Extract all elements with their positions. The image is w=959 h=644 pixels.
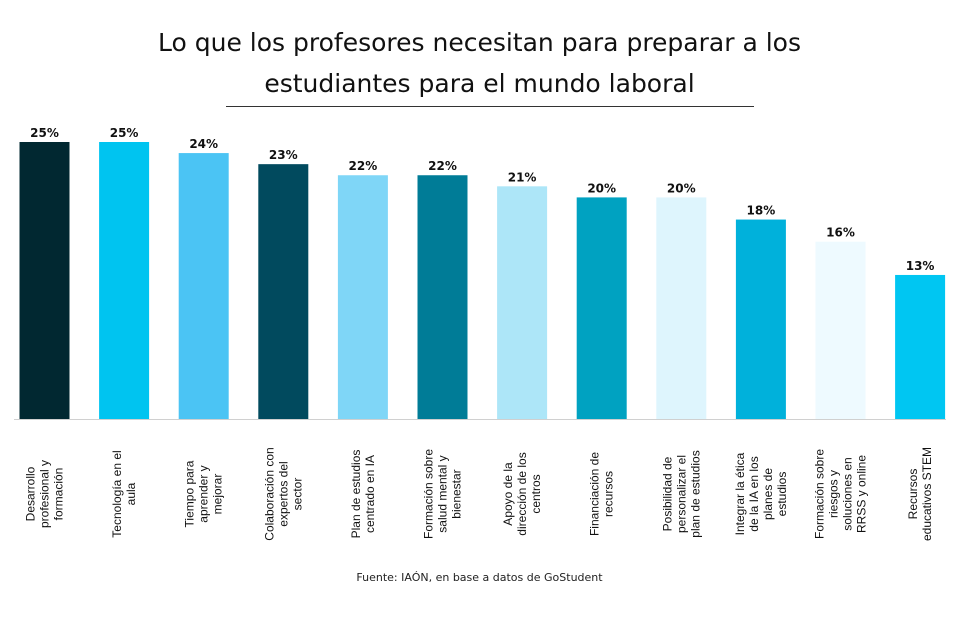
- chart-title-line-2: estudiantes para el mundo laboral: [264, 69, 695, 98]
- category-label: Formación sobreriesgos ysoluciones enRRS…: [813, 449, 869, 539]
- svg-text:Integrar la éticade la IA en l: Integrar la éticade la IA en losplanes d…: [733, 452, 789, 535]
- category-label-line: Plan de estudios: [349, 450, 363, 539]
- bar-5: [337, 175, 388, 419]
- bar-value-label: 16%: [826, 226, 855, 240]
- category-label: Integrar la éticade la IA en losplanes d…: [733, 452, 789, 535]
- category-label-line: aula: [124, 482, 138, 505]
- bar-value-label: 20%: [587, 181, 616, 195]
- bar-value-label: 25%: [30, 126, 59, 140]
- category-label-line: Formación sobre: [813, 449, 827, 539]
- category-label-line: centrado en IA: [363, 455, 377, 533]
- category-label-line: planes de: [761, 468, 775, 520]
- bar-value-label: 18%: [747, 204, 776, 218]
- svg-text:Tecnología en elaula: Tecnología en elaula: [110, 450, 138, 537]
- bar-1: [19, 142, 70, 419]
- category-label: Formación sobresalud mental ybienestar: [422, 449, 464, 539]
- category-label-line: Colaboración con: [262, 447, 276, 540]
- bar-value-label: 25%: [110, 126, 139, 140]
- chart-title-line-1: Lo que los profesores necesitan para pre…: [158, 28, 801, 57]
- category-label-line: estudios: [775, 472, 789, 517]
- category-label-line: Financiación de: [588, 452, 602, 536]
- bar-value-label: 20%: [667, 181, 696, 195]
- svg-text:Plan de estudioscentrado en IA: Plan de estudioscentrado en IA: [349, 450, 377, 539]
- category-label-line: Formación sobre: [422, 449, 436, 539]
- category-label-line: riesgos y: [827, 470, 841, 518]
- bar-9: [656, 197, 707, 419]
- category-label-line: educativos STEM: [920, 447, 934, 541]
- bar-2: [99, 142, 150, 419]
- bar-value-label: 24%: [189, 137, 218, 151]
- svg-text:Formación sobresalud mental yb: Formación sobresalud mental ybienestar: [422, 449, 464, 539]
- bar-11: [815, 241, 866, 419]
- category-label-line: aprender y: [197, 465, 211, 522]
- category-label-line: Posibilidad de: [660, 456, 674, 531]
- source-note: Fuente: IAÓN, en base a datos de GoStude…: [356, 571, 603, 584]
- category-label-line: Recursos: [906, 469, 920, 520]
- category-label: Tiempo paraaprender ymejorar: [183, 460, 225, 527]
- category-label: Plan de estudioscentrado en IA: [349, 450, 377, 539]
- category-label-line: salud mental y: [436, 455, 450, 532]
- title-underline: [226, 106, 754, 107]
- svg-text:Tiempo paraaprender ymejorar: Tiempo paraaprender ymejorar: [183, 460, 225, 527]
- bar-value-label: 22%: [428, 159, 457, 173]
- category-label-line: recursos: [602, 471, 616, 517]
- svg-text:Recursoseducativos STEM: Recursoseducativos STEM: [906, 447, 934, 541]
- bar-10: [735, 219, 786, 419]
- category-label-line: formación: [52, 468, 66, 521]
- category-label-line: mejorar: [211, 474, 225, 515]
- svg-text:Colaboración conexpertos delse: Colaboración conexpertos delsector: [262, 447, 304, 540]
- category-label-line: dirección de los: [515, 452, 529, 535]
- category-label: Apoyo de ladirección de loscentros: [501, 452, 543, 535]
- bar-12: [895, 274, 946, 419]
- category-label: Recursoseducativos STEM: [906, 447, 934, 541]
- bar-4: [258, 164, 309, 419]
- category-label: Posibilidad depersonalizar elplan de est…: [660, 450, 702, 537]
- category-label-line: de la IA en los: [747, 456, 761, 531]
- chart-title: Lo que los profesores necesitan para pre…: [0, 22, 959, 104]
- bar-3: [178, 153, 229, 419]
- category-label: Colaboración conexpertos delsector: [262, 447, 304, 540]
- category-label: Financiación derecursos: [588, 452, 616, 536]
- category-label-line: Tecnología en el: [110, 450, 124, 537]
- category-label-line: Desarrollo: [24, 466, 38, 521]
- svg-text:Desarrolloprofesional yformaci: Desarrolloprofesional yformación: [24, 460, 66, 528]
- svg-text:Formación sobreriesgos ysoluci: Formación sobreriesgos ysoluciones enRRS…: [813, 449, 869, 539]
- bar-value-label: 21%: [508, 170, 537, 184]
- category-label-line: soluciones en: [841, 457, 855, 530]
- category-label: Tecnología en elaula: [110, 450, 138, 537]
- bar-8: [576, 197, 627, 419]
- bar-7: [497, 186, 548, 419]
- bar-value-label: 22%: [349, 159, 378, 173]
- category-label-line: personalizar el: [674, 455, 688, 533]
- svg-text:Posibilidad depersonalizar elp: Posibilidad depersonalizar elplan de est…: [660, 450, 702, 537]
- category-label-line: expertos del: [276, 461, 290, 526]
- svg-text:Apoyo de ladirección de loscen: Apoyo de ladirección de loscentros: [501, 452, 543, 535]
- bar-value-label: 23%: [269, 148, 298, 162]
- category-label-line: profesional y: [38, 460, 52, 528]
- category-label-line: Apoyo de la: [501, 462, 515, 526]
- category-label-line: bienestar: [450, 469, 464, 518]
- category-label: Desarrolloprofesional yformación: [24, 460, 66, 528]
- svg-text:Financiación derecursos: Financiación derecursos: [588, 452, 616, 536]
- category-label-line: centros: [529, 474, 543, 513]
- category-label-line: plan de estudios: [688, 450, 702, 537]
- category-label-line: Integrar la ética: [733, 452, 747, 535]
- category-label-line: Tiempo para: [183, 460, 197, 527]
- category-label-line: sector: [290, 478, 304, 511]
- bar-value-label: 13%: [906, 259, 935, 273]
- bar-6: [417, 175, 468, 419]
- category-label-line: RRSS y online: [855, 455, 869, 533]
